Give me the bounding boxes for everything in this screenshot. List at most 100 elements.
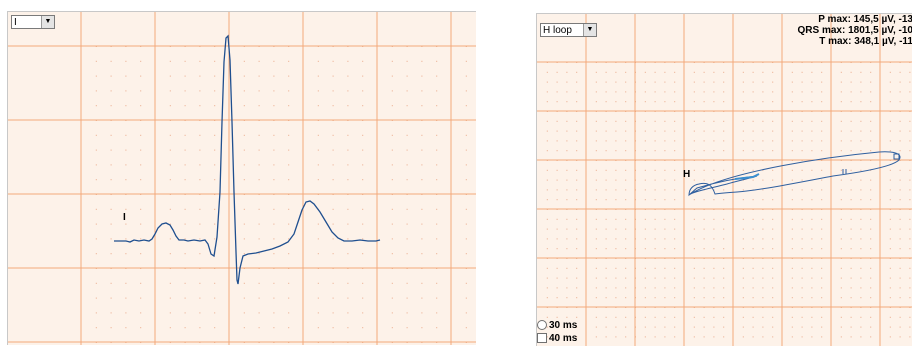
grid-dot xyxy=(465,327,467,329)
grid-dot xyxy=(791,130,793,132)
lead-select[interactable]: I ▼ xyxy=(11,15,55,29)
grid-dot xyxy=(436,297,438,299)
grid-dot xyxy=(625,297,627,299)
grid-dot xyxy=(566,101,568,103)
grid-dot xyxy=(752,277,754,279)
grid-dot xyxy=(703,336,705,338)
grid-dot xyxy=(664,238,666,240)
grid-dot xyxy=(654,81,656,83)
grid-dot xyxy=(889,277,891,279)
grid-dot xyxy=(465,90,467,92)
grid-dot xyxy=(421,164,423,166)
loop-select-value: H loop xyxy=(543,25,572,36)
loop-select[interactable]: H loop ▼ xyxy=(540,23,597,37)
grid-dot xyxy=(860,199,862,201)
grid-dot xyxy=(110,105,112,107)
grid-dot xyxy=(258,149,260,151)
grid-dot xyxy=(169,179,171,181)
grid-dot xyxy=(889,150,891,152)
checkbox-40ms[interactable] xyxy=(537,333,547,344)
grid-dot xyxy=(243,297,245,299)
grid-dot xyxy=(811,336,813,338)
ecg-lead-panel: I ▼ I xyxy=(7,11,476,345)
grid-dot xyxy=(288,149,290,151)
grid-dot xyxy=(889,81,891,83)
grid-dot xyxy=(332,238,334,240)
chevron-down-icon[interactable]: ▼ xyxy=(41,16,54,28)
grid-dot xyxy=(762,267,764,269)
grid-dot xyxy=(654,248,656,250)
grid-dot xyxy=(821,101,823,103)
option-30ms[interactable]: 30 ms xyxy=(537,320,577,332)
grid-dot xyxy=(693,267,695,269)
grid-dot xyxy=(811,91,813,93)
grid-dot xyxy=(347,75,349,77)
grid-dot xyxy=(723,336,725,338)
grid-dot xyxy=(791,81,793,83)
grid-dot xyxy=(556,248,558,250)
grid-dot xyxy=(615,238,617,240)
grid-dot xyxy=(436,90,438,92)
grid-dot xyxy=(889,91,891,93)
ecg-lead-plot xyxy=(8,12,476,345)
grid-dot xyxy=(860,189,862,191)
grid-dot xyxy=(693,179,695,181)
grid-dot xyxy=(752,336,754,338)
grid-dot xyxy=(243,208,245,210)
grid-dot xyxy=(713,218,715,220)
grid-dot xyxy=(556,326,558,328)
grid-dot xyxy=(184,75,186,77)
grid-dot xyxy=(772,71,774,73)
grid-dot xyxy=(693,140,695,142)
grid-dot xyxy=(199,149,201,151)
grid-dot xyxy=(762,199,764,201)
grid-dot xyxy=(566,277,568,279)
grid-dot xyxy=(391,179,393,181)
grid-dot xyxy=(811,267,813,269)
grid-dot xyxy=(288,134,290,136)
grid-dot xyxy=(644,238,646,240)
grid-dot xyxy=(772,189,774,191)
grid-dot xyxy=(125,297,127,299)
grid-dot xyxy=(703,277,705,279)
grid-dot xyxy=(615,267,617,269)
grid-dot xyxy=(742,316,744,318)
grid-dot xyxy=(625,189,627,191)
grid-dot xyxy=(595,228,597,230)
grid-dot xyxy=(546,316,548,318)
grid-dot xyxy=(664,228,666,230)
grid-dot xyxy=(362,164,364,166)
grid-dot xyxy=(791,277,793,279)
grid-dot xyxy=(762,238,764,240)
grid-dot xyxy=(674,228,676,230)
grid-dot xyxy=(95,253,97,255)
grid-dot xyxy=(870,71,872,73)
grid-dot xyxy=(909,81,911,83)
option-40ms[interactable]: 40 ms xyxy=(537,333,577,345)
grid-dot xyxy=(546,248,548,250)
grid-dot xyxy=(317,282,319,284)
grid-dot xyxy=(840,199,842,201)
grid-dot xyxy=(595,336,597,338)
grid-dot xyxy=(811,228,813,230)
grid-dot xyxy=(576,287,578,289)
grid-dot xyxy=(436,75,438,77)
grid-dot xyxy=(870,179,872,181)
radio-30ms[interactable] xyxy=(537,320,547,331)
grid-dot xyxy=(436,312,438,314)
ecg-trace xyxy=(114,34,381,285)
grid-dot xyxy=(703,267,705,269)
grid-dot xyxy=(140,282,142,284)
grid-dot xyxy=(742,248,744,250)
grid-dot xyxy=(110,208,112,210)
grid-dot xyxy=(752,218,754,220)
grid-dot xyxy=(772,130,774,132)
grid-dot xyxy=(184,164,186,166)
grid-dot xyxy=(840,179,842,181)
grid-dot xyxy=(899,189,901,191)
grid-dot xyxy=(772,140,774,142)
grid-dot xyxy=(840,228,842,230)
grid-dot xyxy=(605,248,607,250)
grid-dot xyxy=(644,336,646,338)
chevron-down-icon[interactable]: ▼ xyxy=(583,24,596,36)
